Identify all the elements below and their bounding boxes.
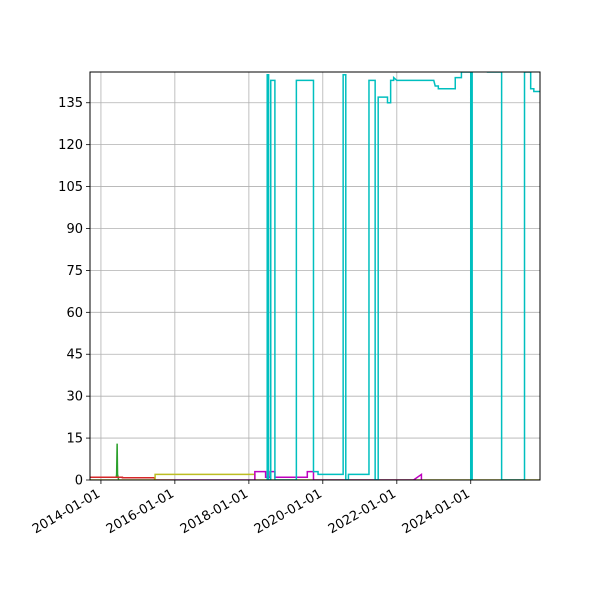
y-tick-label: 75 xyxy=(66,264,83,279)
y-tick-label: 135 xyxy=(58,96,83,111)
y-tick-label: 30 xyxy=(66,390,83,405)
plot-frame xyxy=(89,71,541,481)
y-tick-label: 90 xyxy=(66,222,83,237)
y-tick-label: 120 xyxy=(58,138,83,153)
series-line-4 xyxy=(266,72,540,480)
series-line-1 xyxy=(90,476,175,480)
y-tick-label: 0 xyxy=(75,474,83,489)
grid xyxy=(90,72,540,481)
y-tick-label: 45 xyxy=(66,348,83,363)
series-line-2 xyxy=(90,473,540,480)
y-tick-label: 15 xyxy=(66,432,83,447)
y-tick-label: 105 xyxy=(58,180,83,195)
y-tick-label: 60 xyxy=(66,306,83,321)
